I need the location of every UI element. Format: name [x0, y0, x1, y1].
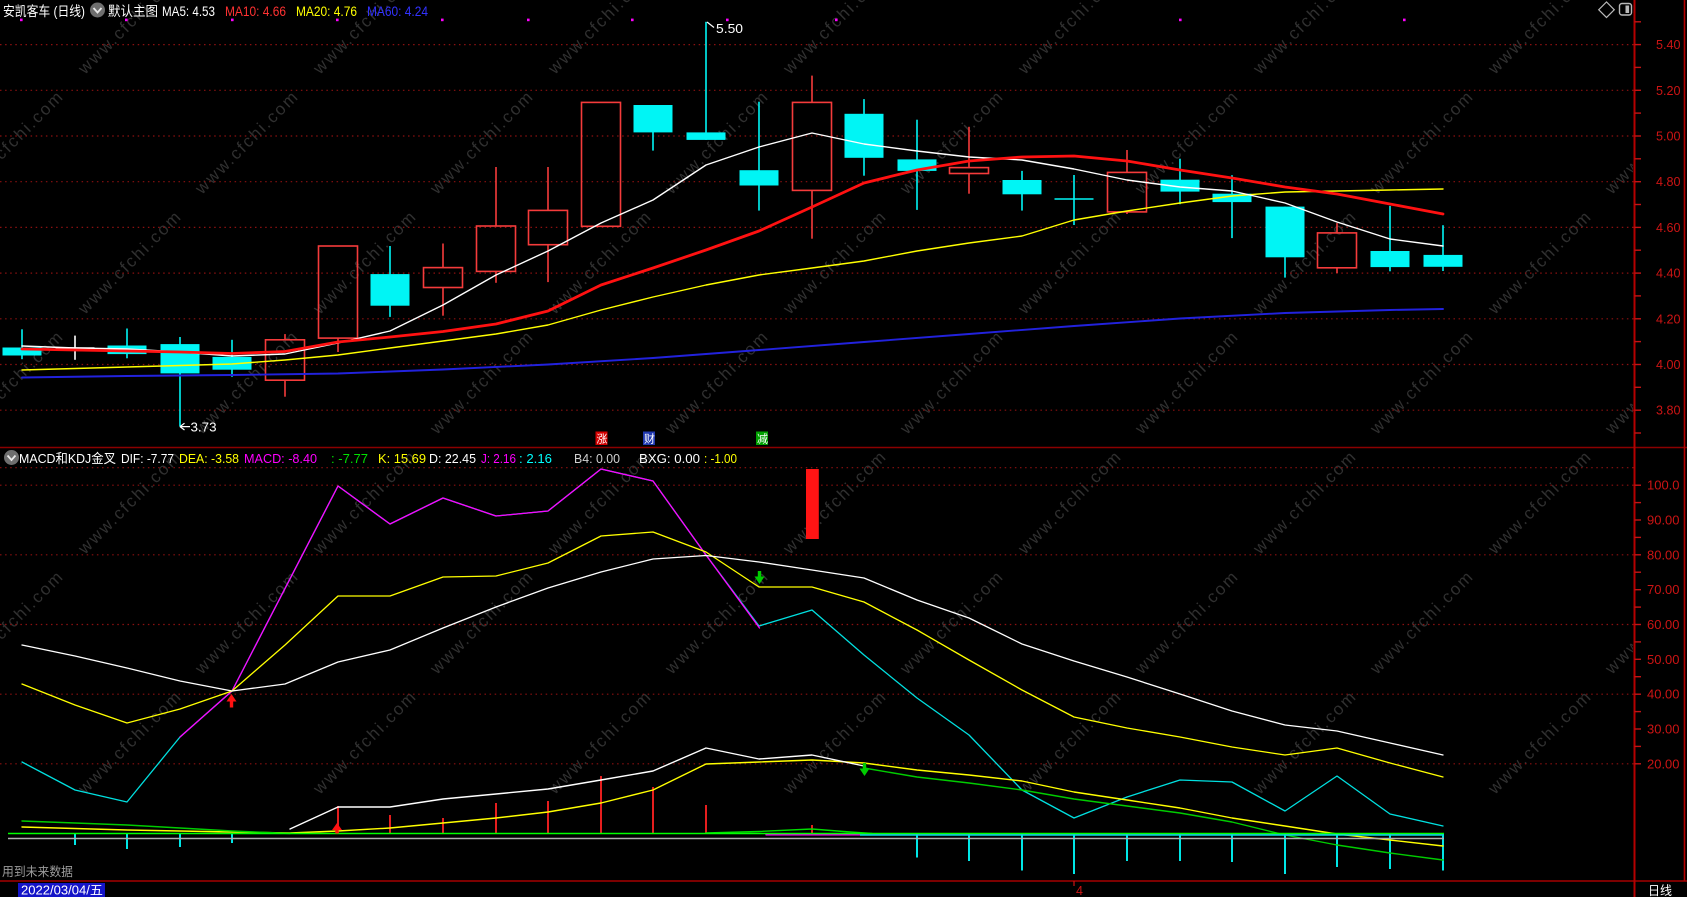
- svg-text:用到未来数据: 用到未来数据: [2, 864, 73, 879]
- svg-text:MACD: -8.40: MACD: -8.40: [244, 451, 317, 466]
- svg-text:80.00: 80.00: [1647, 547, 1680, 562]
- svg-text:B4: 0.00: B4: 0.00: [574, 451, 620, 466]
- svg-text:2022/03/04/五: 2022/03/04/五: [21, 884, 103, 897]
- svg-text:3.73: 3.73: [191, 420, 217, 435]
- svg-text:www.cfchi.com: www.cfchi.com: [1014, 0, 1126, 79]
- svg-text:www.cfchi.com: www.cfchi.com: [1014, 687, 1126, 799]
- svg-text:www.cfchi.com: www.cfchi.com: [309, 687, 421, 799]
- svg-text:MA10: 4.66: MA10: 4.66: [225, 4, 286, 19]
- svg-text:: -7.77: : -7.77: [331, 451, 368, 466]
- svg-text:www.cfchi.com: www.cfchi.com: [779, 0, 891, 79]
- svg-text:www.cfchi.com: www.cfchi.com: [1484, 0, 1596, 79]
- svg-text:www.cfchi.com: www.cfchi.com: [1131, 327, 1243, 439]
- svg-text:www.cfchi.com: www.cfchi.com: [1014, 447, 1126, 559]
- svg-text:www.cfchi.com: www.cfchi.com: [74, 687, 186, 799]
- svg-text:www.cfchi.com: www.cfchi.com: [779, 687, 891, 799]
- svg-text:www.cfchi.com: www.cfchi.com: [1249, 0, 1361, 79]
- svg-text:www.cfchi.com: www.cfchi.com: [896, 87, 1008, 199]
- svg-text:www.cfchi.com: www.cfchi.com: [1366, 567, 1478, 679]
- svg-text:MACD和KDJ金叉: MACD和KDJ金叉: [19, 451, 116, 466]
- svg-text:K: 15.69: K: 15.69: [378, 451, 426, 466]
- svg-text:5.50: 5.50: [716, 21, 743, 36]
- svg-text:50.00: 50.00: [1647, 652, 1680, 667]
- svg-text:www.cfchi.com: www.cfchi.com: [544, 687, 656, 799]
- svg-text:www.cfchi.com: www.cfchi.com: [0, 327, 68, 439]
- svg-text:5.40: 5.40: [1656, 37, 1681, 52]
- svg-text:www.cfchi.com: www.cfchi.com: [426, 567, 538, 679]
- svg-text:60.00: 60.00: [1647, 617, 1680, 632]
- svg-text:www.cfchi.com: www.cfchi.com: [1014, 207, 1126, 319]
- svg-text:www.cfchi.com: www.cfchi.com: [1484, 207, 1596, 319]
- svg-text:www.cfchi.com: www.cfchi.com: [1366, 327, 1478, 439]
- svg-text:: -1.00: : -1.00: [704, 451, 737, 466]
- svg-text:www.cfchi.com: www.cfchi.com: [896, 327, 1008, 439]
- svg-text:www.cfchi.com: www.cfchi.com: [661, 327, 773, 439]
- svg-text:4.80: 4.80: [1656, 174, 1681, 189]
- svg-text:40.00: 40.00: [1647, 687, 1680, 702]
- svg-text:4.40: 4.40: [1656, 266, 1681, 281]
- svg-text:90.00: 90.00: [1647, 513, 1680, 528]
- svg-text:www.cfchi.com: www.cfchi.com: [426, 327, 538, 439]
- svg-text:涨: 涨: [597, 433, 608, 446]
- svg-text:J: 2.16: J: 2.16: [481, 451, 516, 466]
- svg-text:www.cfchi.com: www.cfchi.com: [544, 0, 656, 79]
- svg-text:www.cfchi.com: www.cfchi.com: [1601, 327, 1687, 439]
- svg-text:20.00: 20.00: [1647, 756, 1680, 771]
- svg-text:www.cfchi.com: www.cfchi.com: [1131, 567, 1243, 679]
- svg-text:减: 减: [757, 433, 768, 446]
- svg-text:MA60: 4.24: MA60: 4.24: [367, 4, 428, 19]
- svg-text:日线: 日线: [1648, 884, 1672, 897]
- svg-text:5.20: 5.20: [1656, 83, 1681, 98]
- svg-text:MA5: 4.53: MA5: 4.53: [162, 4, 215, 19]
- svg-text:www.cfchi.com: www.cfchi.com: [0, 567, 68, 679]
- svg-text:www.cfchi.com: www.cfchi.com: [1249, 207, 1361, 319]
- svg-text:5.00: 5.00: [1656, 129, 1681, 144]
- svg-text:www.cfchi.com: www.cfchi.com: [896, 567, 1008, 679]
- svg-text:www.cfchi.com: www.cfchi.com: [74, 207, 186, 319]
- svg-text:www.cfchi.com: www.cfchi.com: [779, 207, 891, 319]
- svg-text:BXG: 0.00: BXG: 0.00: [639, 451, 700, 466]
- svg-text:4.20: 4.20: [1656, 311, 1681, 326]
- svg-text:www.cfchi.com: www.cfchi.com: [1249, 447, 1361, 559]
- svg-text:4.60: 4.60: [1656, 220, 1681, 235]
- svg-text:DEA: -3.58: DEA: -3.58: [179, 451, 239, 466]
- svg-text:DIF: -7.77: DIF: -7.77: [121, 451, 174, 466]
- svg-text:www.cfchi.com: www.cfchi.com: [779, 447, 891, 559]
- svg-text:70.00: 70.00: [1647, 582, 1680, 597]
- svg-text:D: 22.45: D: 22.45: [429, 451, 476, 466]
- svg-text:默认主图: 默认主图: [108, 4, 158, 19]
- svg-text:30.00: 30.00: [1647, 722, 1680, 737]
- svg-text:100.0: 100.0: [1647, 478, 1680, 493]
- svg-text:www.cfchi.com: www.cfchi.com: [1484, 447, 1596, 559]
- svg-text:财: 财: [644, 432, 655, 446]
- svg-text:MA20: 4.76: MA20: 4.76: [296, 4, 357, 19]
- svg-text:安凯客车 (日线): 安凯客车 (日线): [3, 3, 85, 19]
- svg-text:: 2.16: : 2.16: [519, 451, 552, 466]
- svg-text:4: 4: [1076, 884, 1083, 897]
- svg-text:www.cfchi.com: www.cfchi.com: [1484, 687, 1596, 799]
- svg-text:4.00: 4.00: [1656, 357, 1681, 372]
- svg-text:3.80: 3.80: [1656, 403, 1681, 418]
